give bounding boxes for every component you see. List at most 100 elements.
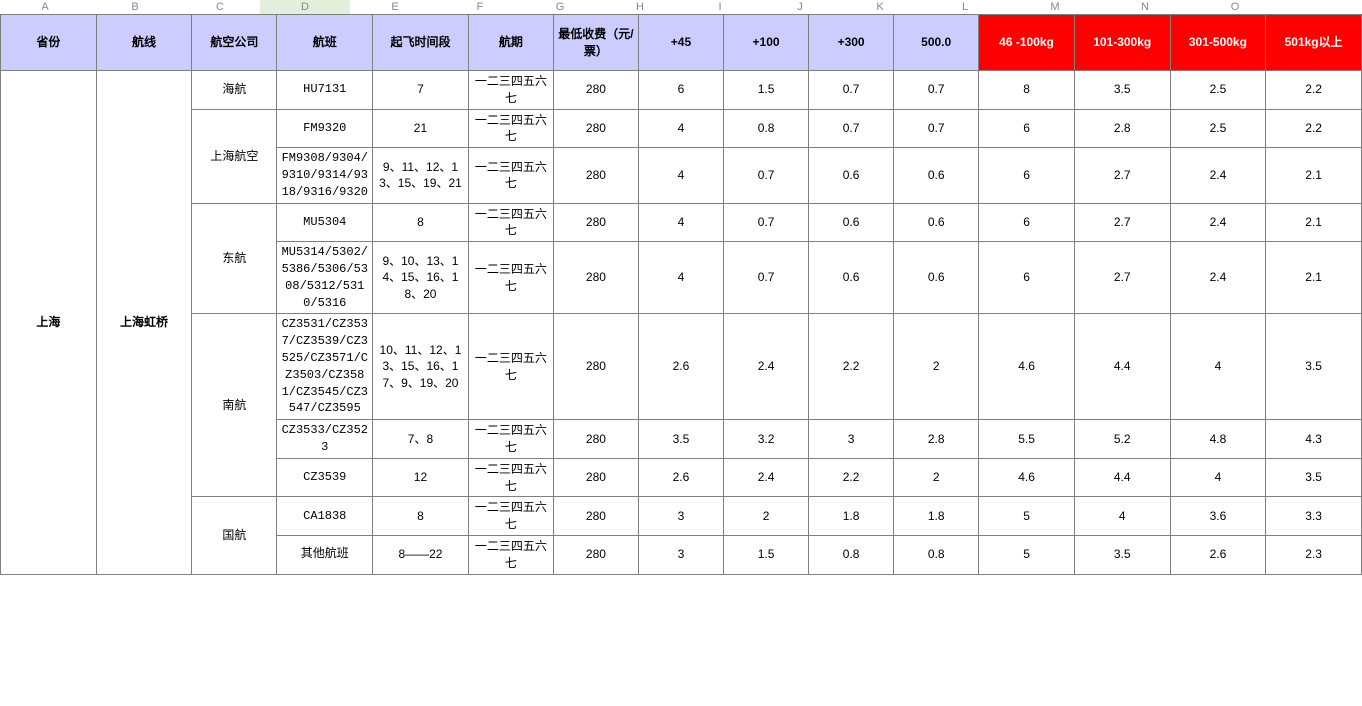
- p45-cell[interactable]: 3: [638, 497, 723, 536]
- r3-cell[interactable]: 2.5: [1170, 109, 1266, 148]
- r3-cell[interactable]: 2.6: [1170, 535, 1266, 574]
- time-cell[interactable]: 8——22: [373, 535, 469, 574]
- p500-cell[interactable]: 0.7: [894, 109, 979, 148]
- header-cell[interactable]: 航空公司: [192, 15, 277, 71]
- time-cell[interactable]: 9、11、12、13、15、19、21: [373, 148, 469, 203]
- header-cell-red[interactable]: 501kg以上: [1266, 15, 1362, 71]
- r2-cell[interactable]: 3.5: [1074, 535, 1170, 574]
- r3-cell[interactable]: 4.8: [1170, 420, 1266, 459]
- r1-cell[interactable]: 4.6: [979, 458, 1075, 497]
- time-cell[interactable]: 12: [373, 458, 469, 497]
- p500-cell[interactable]: 0.6: [894, 242, 979, 314]
- p100-cell[interactable]: 1.5: [724, 71, 809, 110]
- airline-cell[interactable]: 国航: [192, 497, 277, 574]
- time-cell[interactable]: 9、10、13、14、15、16、18、20: [373, 242, 469, 314]
- r2-cell[interactable]: 4.4: [1074, 458, 1170, 497]
- r2-cell[interactable]: 3.5: [1074, 71, 1170, 110]
- r2-cell[interactable]: 2.7: [1074, 242, 1170, 314]
- flight-cell[interactable]: FM9320: [277, 109, 373, 148]
- header-cell[interactable]: 起飞时间段: [373, 15, 469, 71]
- p45-cell[interactable]: 4: [638, 203, 723, 242]
- r2-cell[interactable]: 4.4: [1074, 314, 1170, 420]
- p100-cell[interactable]: 3.2: [724, 420, 809, 459]
- r4-cell[interactable]: 2.3: [1266, 535, 1362, 574]
- p500-cell[interactable]: 2: [894, 458, 979, 497]
- r4-cell[interactable]: 3.5: [1266, 458, 1362, 497]
- p45-cell[interactable]: 6: [638, 71, 723, 110]
- r4-cell[interactable]: 3.5: [1266, 314, 1362, 420]
- p100-cell[interactable]: 0.7: [724, 242, 809, 314]
- period-cell[interactable]: 一二三四五六七: [468, 458, 553, 497]
- province-cell[interactable]: 上海: [1, 71, 97, 575]
- period-cell[interactable]: 一二三四五六七: [468, 314, 553, 420]
- time-cell[interactable]: 10、11、12、13、15、16、17、9、19、20: [373, 314, 469, 420]
- r3-cell[interactable]: 2.4: [1170, 242, 1266, 314]
- minFee-cell[interactable]: 280: [553, 203, 638, 242]
- minFee-cell[interactable]: 280: [553, 71, 638, 110]
- header-cell[interactable]: 航线: [96, 15, 192, 71]
- p100-cell[interactable]: 1.5: [724, 535, 809, 574]
- time-cell[interactable]: 7: [373, 71, 469, 110]
- r1-cell[interactable]: 6: [979, 242, 1075, 314]
- p45-cell[interactable]: 4: [638, 109, 723, 148]
- r2-cell[interactable]: 2.7: [1074, 148, 1170, 203]
- p500-cell[interactable]: 2: [894, 314, 979, 420]
- time-cell[interactable]: 8: [373, 497, 469, 536]
- flight-cell[interactable]: CZ3531/CZ3537/CZ3539/CZ3525/CZ3571/CZ350…: [277, 314, 373, 420]
- minFee-cell[interactable]: 280: [553, 148, 638, 203]
- period-cell[interactable]: 一二三四五六七: [468, 497, 553, 536]
- route-cell[interactable]: 上海虹桥: [96, 71, 192, 575]
- r1-cell[interactable]: 6: [979, 109, 1075, 148]
- r2-cell[interactable]: 2.8: [1074, 109, 1170, 148]
- header-cell[interactable]: 航班: [277, 15, 373, 71]
- period-cell[interactable]: 一二三四五六七: [468, 71, 553, 110]
- r1-cell[interactable]: 5.5: [979, 420, 1075, 459]
- period-cell[interactable]: 一二三四五六七: [468, 109, 553, 148]
- p300-cell[interactable]: 0.6: [809, 203, 894, 242]
- header-cell[interactable]: 500.0: [894, 15, 979, 71]
- p300-cell[interactable]: 2.2: [809, 314, 894, 420]
- r3-cell[interactable]: 2.4: [1170, 148, 1266, 203]
- p45-cell[interactable]: 2.6: [638, 458, 723, 497]
- header-cell[interactable]: 最低收费（元/票）: [553, 15, 638, 71]
- r2-cell[interactable]: 2.7: [1074, 203, 1170, 242]
- period-cell[interactable]: 一二三四五六七: [468, 535, 553, 574]
- header-cell[interactable]: +45: [638, 15, 723, 71]
- period-cell[interactable]: 一二三四五六七: [468, 420, 553, 459]
- time-cell[interactable]: 8: [373, 203, 469, 242]
- r2-cell[interactable]: 5.2: [1074, 420, 1170, 459]
- p500-cell[interactable]: 2.8: [894, 420, 979, 459]
- p45-cell[interactable]: 4: [638, 242, 723, 314]
- p300-cell[interactable]: 1.8: [809, 497, 894, 536]
- p500-cell[interactable]: 1.8: [894, 497, 979, 536]
- p100-cell[interactable]: 0.7: [724, 203, 809, 242]
- p100-cell[interactable]: 2: [724, 497, 809, 536]
- p500-cell[interactable]: 0.8: [894, 535, 979, 574]
- minFee-cell[interactable]: 280: [553, 535, 638, 574]
- r4-cell[interactable]: 2.1: [1266, 203, 1362, 242]
- minFee-cell[interactable]: 280: [553, 242, 638, 314]
- p45-cell[interactable]: 3: [638, 535, 723, 574]
- minFee-cell[interactable]: 280: [553, 314, 638, 420]
- header-cell[interactable]: +300: [809, 15, 894, 71]
- airline-cell[interactable]: 上海航空: [192, 109, 277, 203]
- r1-cell[interactable]: 5: [979, 497, 1075, 536]
- flight-cell[interactable]: CA1838: [277, 497, 373, 536]
- p100-cell[interactable]: 0.8: [724, 109, 809, 148]
- p100-cell[interactable]: 0.7: [724, 148, 809, 203]
- flight-cell[interactable]: MU5304: [277, 203, 373, 242]
- header-cell[interactable]: 航期: [468, 15, 553, 71]
- flight-cell[interactable]: CZ3533/CZ3523: [277, 420, 373, 459]
- r4-cell[interactable]: 2.1: [1266, 148, 1362, 203]
- p45-cell[interactable]: 3.5: [638, 420, 723, 459]
- p100-cell[interactable]: 2.4: [724, 314, 809, 420]
- minFee-cell[interactable]: 280: [553, 420, 638, 459]
- header-cell-red[interactable]: 301-500kg: [1170, 15, 1266, 71]
- flight-cell[interactable]: MU5314/5302/5386/5306/5308/5312/5310/531…: [277, 242, 373, 314]
- r3-cell[interactable]: 4: [1170, 314, 1266, 420]
- minFee-cell[interactable]: 280: [553, 497, 638, 536]
- airline-cell[interactable]: 东航: [192, 203, 277, 314]
- p300-cell[interactable]: 3: [809, 420, 894, 459]
- minFee-cell[interactable]: 280: [553, 109, 638, 148]
- r4-cell[interactable]: 2.2: [1266, 71, 1362, 110]
